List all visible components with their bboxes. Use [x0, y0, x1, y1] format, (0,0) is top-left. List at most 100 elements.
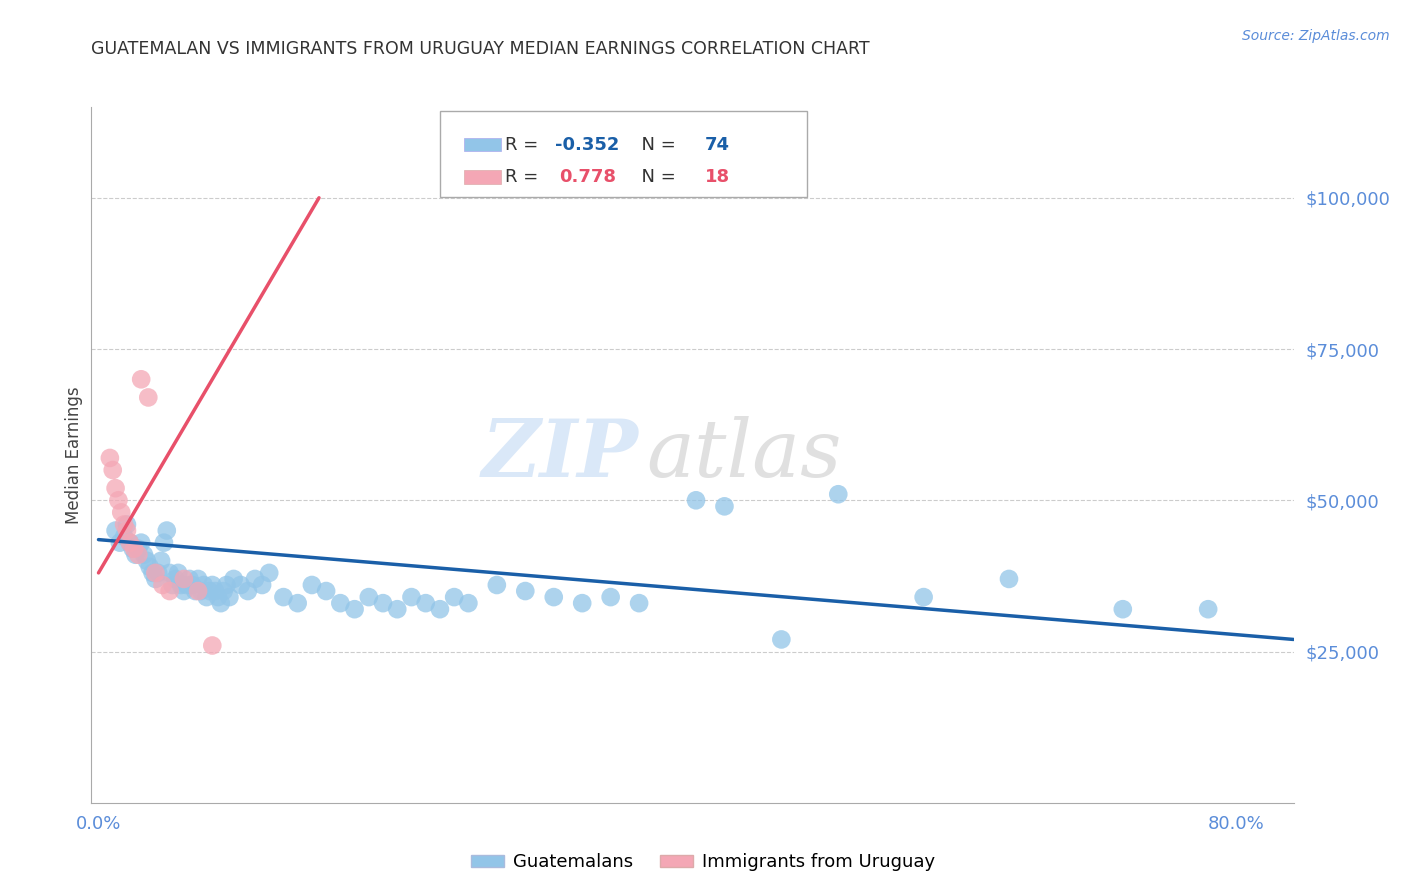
Point	[148, 566, 170, 580]
Point	[179, 572, 201, 586]
Point	[401, 590, 423, 604]
Point	[443, 590, 465, 604]
Point	[152, 578, 174, 592]
Point	[571, 596, 593, 610]
Text: Source: ZipAtlas.com: Source: ZipAtlas.com	[1241, 29, 1389, 43]
Point	[118, 535, 141, 549]
Text: N =: N =	[630, 169, 682, 186]
Point	[201, 639, 224, 653]
Point	[118, 535, 141, 549]
Point	[181, 578, 204, 592]
Point	[127, 541, 149, 556]
Point	[599, 590, 621, 604]
Point	[108, 535, 131, 549]
Point	[153, 535, 176, 549]
Point	[229, 578, 252, 592]
Text: N =: N =	[630, 136, 682, 154]
Point	[770, 632, 793, 647]
Text: R =: R =	[505, 136, 544, 154]
Point	[124, 548, 146, 562]
Point	[212, 584, 235, 599]
Point	[628, 596, 651, 610]
Point	[222, 572, 245, 586]
Point	[204, 584, 226, 599]
Point	[165, 572, 187, 586]
Point	[193, 578, 215, 592]
Point	[135, 554, 157, 568]
Point	[195, 590, 218, 604]
Text: 0.778: 0.778	[560, 169, 616, 186]
Point	[132, 548, 155, 562]
Point	[159, 584, 181, 599]
Point	[115, 524, 138, 538]
Point	[156, 524, 179, 538]
Text: GUATEMALAN VS IMMIGRANTS FROM URUGUAY MEDIAN EARNINGS CORRELATION CHART: GUATEMALAN VS IMMIGRANTS FROM URUGUAY ME…	[91, 40, 870, 58]
Legend: Guatemalans, Immigrants from Uruguay: Guatemalans, Immigrants from Uruguay	[464, 847, 942, 879]
Text: ZIP: ZIP	[481, 417, 638, 493]
Point	[112, 530, 135, 544]
Point	[243, 572, 266, 586]
Point	[387, 602, 409, 616]
Point	[129, 535, 152, 549]
Point	[201, 578, 224, 592]
Point	[190, 584, 212, 599]
Point	[515, 584, 537, 599]
Point	[187, 584, 209, 599]
Point	[415, 596, 437, 610]
Point	[912, 590, 935, 604]
Point	[236, 584, 259, 599]
Text: 74: 74	[704, 136, 730, 154]
Point	[215, 578, 238, 592]
Point	[112, 517, 135, 532]
FancyBboxPatch shape	[440, 111, 807, 197]
Point	[104, 524, 127, 538]
FancyBboxPatch shape	[464, 138, 501, 152]
Point	[457, 596, 479, 610]
Point	[187, 572, 209, 586]
Point	[129, 372, 152, 386]
Point	[301, 578, 323, 592]
Point	[1112, 602, 1135, 616]
FancyBboxPatch shape	[464, 170, 501, 184]
Point	[173, 584, 195, 599]
Point	[357, 590, 380, 604]
Point	[145, 566, 167, 580]
Point	[685, 493, 707, 508]
Point	[998, 572, 1021, 586]
Point	[713, 500, 735, 514]
Point	[170, 578, 193, 592]
Point	[218, 590, 240, 604]
Y-axis label: Median Earnings: Median Earnings	[65, 386, 83, 524]
Text: R =: R =	[505, 169, 550, 186]
Point	[257, 566, 280, 580]
Point	[127, 548, 149, 562]
Point	[250, 578, 273, 592]
Point	[121, 541, 143, 556]
Point	[184, 584, 207, 599]
Point	[543, 590, 565, 604]
Point	[110, 505, 132, 519]
Point	[138, 559, 160, 574]
Point	[207, 590, 229, 604]
Text: atlas: atlas	[647, 417, 842, 493]
Point	[107, 493, 129, 508]
Point	[167, 566, 190, 580]
Point	[173, 572, 195, 586]
Point	[162, 578, 184, 592]
Point	[371, 596, 394, 610]
Point	[101, 463, 124, 477]
Point	[273, 590, 295, 604]
Point	[429, 602, 451, 616]
Text: -0.352: -0.352	[555, 136, 620, 154]
Point	[1197, 602, 1219, 616]
Point	[150, 554, 173, 568]
Point	[122, 541, 145, 556]
Point	[329, 596, 352, 610]
Point	[136, 391, 159, 405]
Point	[827, 487, 849, 501]
Point	[142, 566, 165, 580]
Point	[343, 602, 366, 616]
Point	[98, 450, 121, 465]
Point	[104, 481, 127, 495]
Point	[287, 596, 309, 610]
